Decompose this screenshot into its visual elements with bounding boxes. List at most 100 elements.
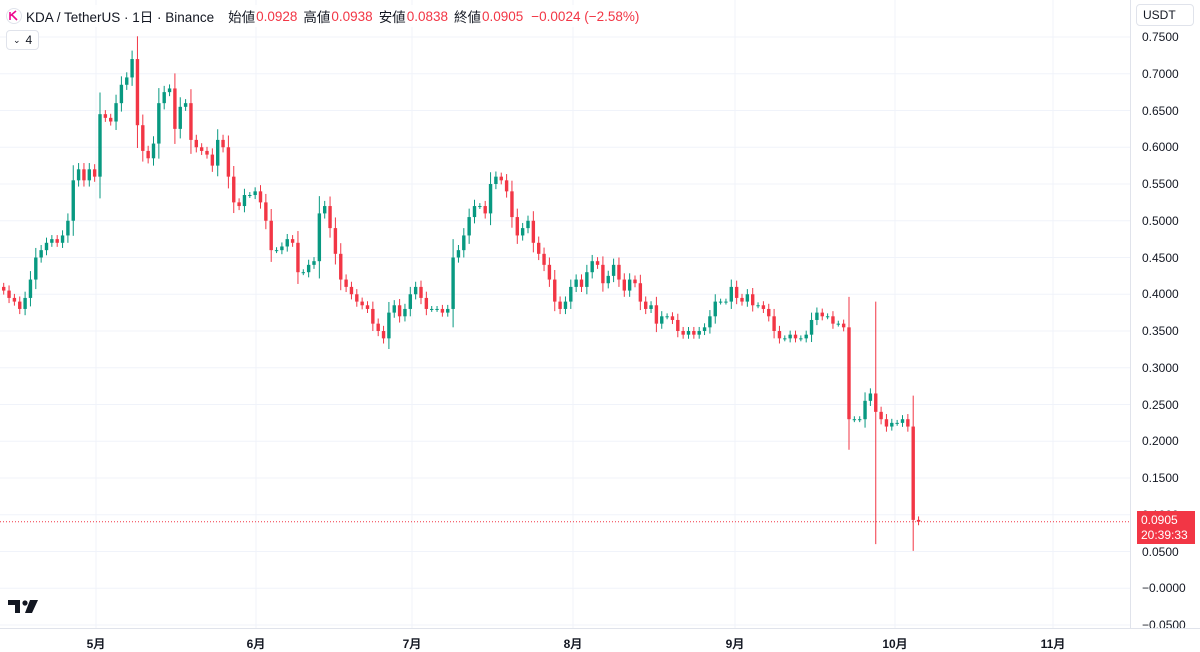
candle[interactable] (478, 203, 482, 209)
candle[interactable] (189, 89, 193, 154)
candle[interactable] (858, 416, 862, 423)
candle[interactable] (590, 254, 594, 279)
candle[interactable] (157, 88, 161, 159)
candle[interactable] (397, 299, 402, 323)
candle[interactable] (280, 242, 284, 255)
candle[interactable] (799, 335, 803, 342)
candle[interactable] (622, 273, 626, 297)
candle[interactable] (301, 269, 305, 276)
candle[interactable] (681, 326, 685, 339)
candle[interactable] (258, 185, 263, 209)
candle[interactable] (804, 330, 808, 343)
candle[interactable] (531, 211, 536, 253)
indicators-toggle-button[interactable]: ⌄ 4 (6, 30, 40, 50)
candle[interactable] (430, 306, 434, 312)
candle[interactable] (205, 146, 209, 159)
candle[interactable] (167, 84, 172, 97)
candle[interactable] (868, 388, 873, 406)
candle[interactable] (767, 303, 771, 322)
candle[interactable] (574, 274, 578, 293)
candle[interactable] (670, 312, 675, 325)
candle[interactable] (874, 301, 878, 545)
candle[interactable] (76, 163, 81, 187)
candle[interactable] (408, 286, 412, 317)
candle[interactable] (7, 285, 11, 304)
candle[interactable] (28, 271, 33, 307)
candle[interactable] (558, 296, 562, 315)
candle[interactable] (317, 196, 322, 279)
candle[interactable] (34, 247, 38, 290)
candle[interactable] (178, 97, 182, 139)
candle[interactable] (413, 281, 418, 300)
candle[interactable] (718, 298, 723, 305)
candle[interactable] (617, 257, 621, 287)
candle[interactable] (39, 245, 43, 263)
candle[interactable] (146, 145, 150, 164)
candle[interactable] (863, 392, 867, 428)
candle[interactable] (328, 196, 332, 238)
candle[interactable] (649, 301, 653, 313)
candle[interactable] (44, 237, 49, 256)
candle[interactable] (253, 187, 257, 200)
candle[interactable] (900, 415, 905, 427)
candle[interactable] (290, 235, 295, 247)
candle[interactable] (825, 313, 830, 320)
candle[interactable] (92, 164, 97, 182)
candle[interactable] (50, 235, 54, 247)
candle[interactable] (906, 414, 910, 432)
tradingview-logo-icon[interactable] (8, 598, 40, 614)
candle[interactable] (285, 233, 289, 252)
candle[interactable] (365, 301, 370, 313)
candle[interactable] (585, 264, 589, 295)
candle[interactable] (852, 416, 857, 423)
candle[interactable] (740, 293, 744, 306)
candle[interactable] (141, 114, 145, 162)
candle[interactable] (563, 296, 568, 315)
candle[interactable] (884, 414, 889, 432)
candle[interactable] (419, 280, 423, 305)
candle[interactable] (462, 228, 466, 258)
candle[interactable] (836, 320, 840, 327)
time-axis[interactable]: 5月 6月 7月 8月 9月 10月 11月 (0, 628, 1200, 652)
candle[interactable] (71, 165, 75, 236)
candle[interactable] (173, 73, 177, 144)
candle[interactable] (547, 257, 552, 287)
candle[interactable] (451, 239, 455, 328)
candle[interactable] (125, 72, 129, 90)
candle[interactable] (553, 269, 557, 312)
candle[interactable] (665, 313, 669, 320)
candle[interactable] (232, 165, 236, 214)
candle[interactable] (627, 273, 632, 297)
candle[interactable] (242, 188, 247, 213)
candle[interactable] (296, 231, 300, 284)
candle[interactable] (820, 308, 824, 321)
candle[interactable] (98, 92, 102, 199)
candle[interactable] (761, 301, 766, 313)
candle[interactable] (248, 192, 252, 198)
candle[interactable] (387, 301, 391, 350)
candle[interactable] (809, 312, 814, 343)
candle[interactable] (772, 308, 776, 339)
candle[interactable] (55, 235, 59, 247)
candle[interactable] (831, 311, 835, 329)
candle[interactable] (488, 172, 493, 226)
candle[interactable] (756, 302, 760, 309)
candle[interactable] (87, 163, 91, 187)
candle[interactable] (312, 257, 316, 269)
candle[interactable] (194, 134, 198, 153)
candle[interactable] (183, 99, 188, 111)
candle[interactable] (371, 301, 375, 331)
candle[interactable] (911, 395, 915, 551)
candle[interactable] (745, 289, 750, 307)
candle[interactable] (847, 296, 851, 450)
candle[interactable] (595, 257, 600, 269)
candle[interactable] (606, 270, 610, 289)
candle[interactable] (424, 291, 429, 316)
candle[interactable] (890, 418, 894, 431)
candle[interactable] (344, 274, 348, 293)
candle[interactable] (446, 304, 450, 317)
candle[interactable] (751, 288, 755, 312)
candle[interactable] (130, 50, 134, 86)
candle[interactable] (440, 304, 445, 317)
candle[interactable] (569, 279, 573, 309)
